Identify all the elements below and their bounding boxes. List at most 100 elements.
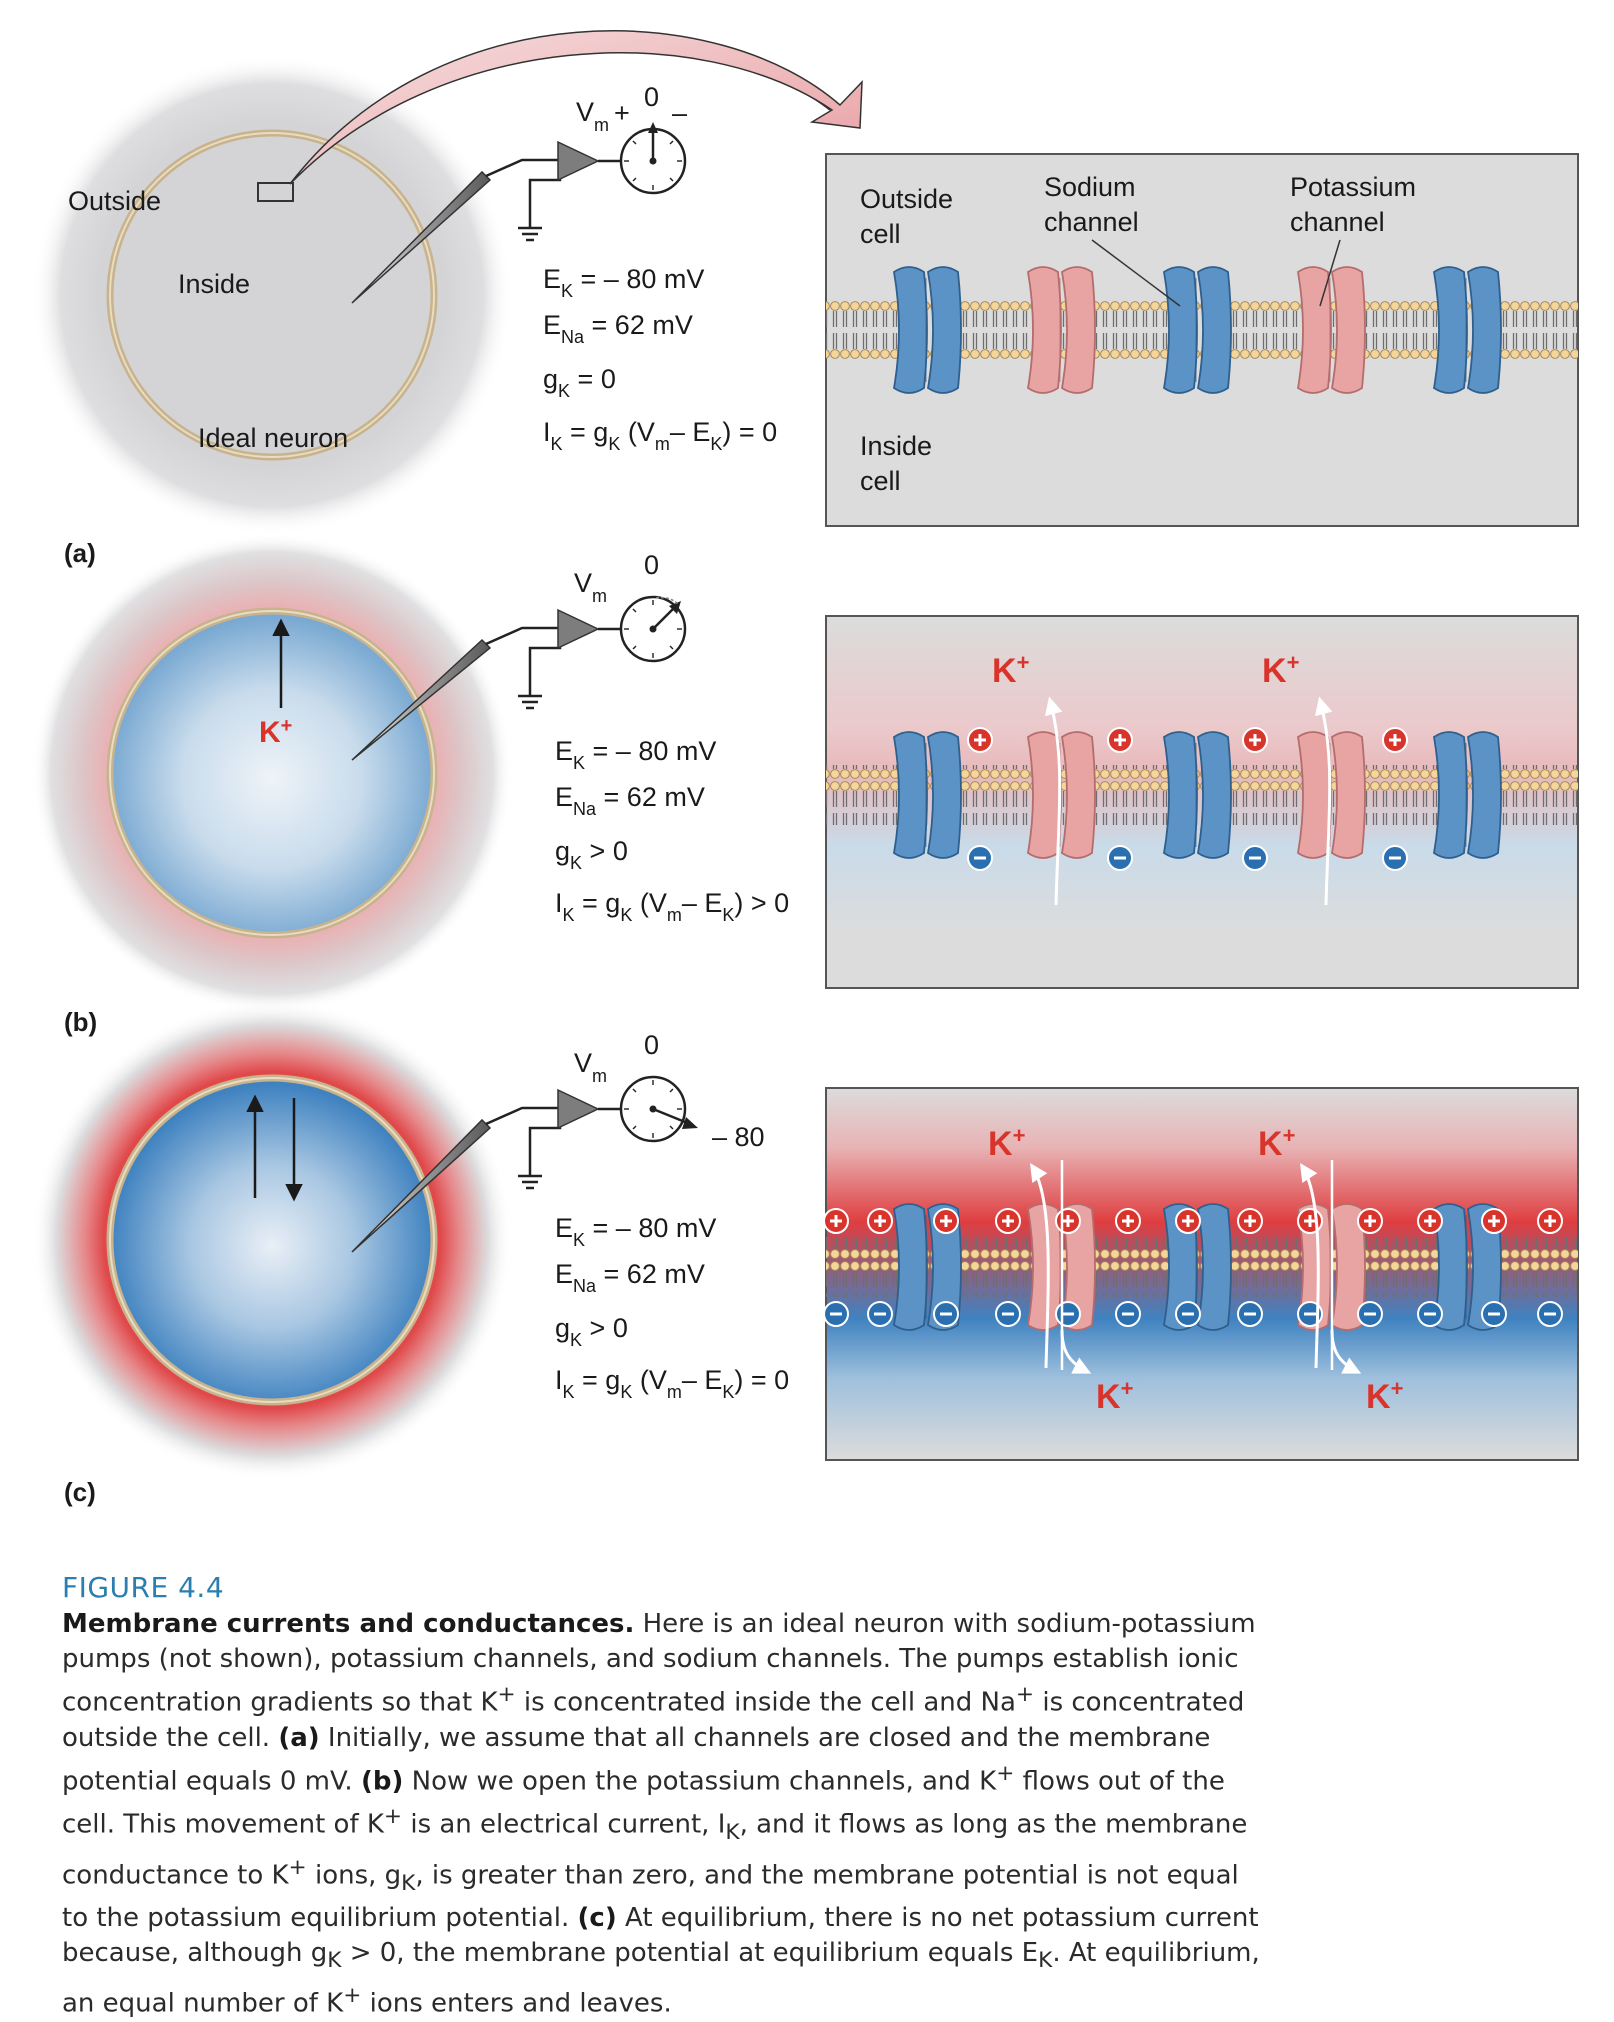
cell-interior <box>110 611 434 935</box>
zoom-arrow <box>289 30 863 185</box>
caption-a-label: (a) <box>278 1722 320 1753</box>
positive-charge <box>1107 727 1133 753</box>
membrane-box-c: K+K+K+K+ <box>823 1087 1579 1461</box>
eq-ek: EK = – 80 mV <box>543 264 704 301</box>
potassium-channel <box>1297 731 1366 859</box>
eq-gk: gK = 0 <box>543 364 616 401</box>
caption-body: Membrane currents and conductances. Here… <box>62 1609 1260 2019</box>
eq-ik: IK = gK (Vm– EK) = 0 <box>543 417 777 454</box>
sodium-channel-label-line2: channel <box>1044 207 1139 237</box>
amplifier <box>557 1088 600 1130</box>
positive-charge <box>1175 1208 1201 1234</box>
figure-caption: FIGURE 4.4 Membrane currents and conduct… <box>62 1570 1262 2022</box>
potassium-channel-label-line2: channel <box>1290 207 1385 237</box>
sodium-channel <box>893 266 962 394</box>
positive-charge <box>1115 1208 1141 1234</box>
eq-gk: gK > 0 <box>555 1313 628 1350</box>
sodium-channel-pointer <box>1091 239 1181 307</box>
positive-charge <box>995 1208 1021 1234</box>
extracellular-halo <box>32 55 512 535</box>
eq-ik: IK = gK (Vm– EK) = 0 <box>555 1365 789 1402</box>
sodium-channel <box>893 1203 962 1331</box>
sodium-channel <box>1163 266 1232 394</box>
vm-label: Vm <box>576 97 609 135</box>
positive-charge <box>823 1208 849 1234</box>
meter-zero-label: 0 <box>644 1030 659 1060</box>
negative-charge <box>933 1301 959 1327</box>
equations-a: EK = – 80 mV ENa = 62 mV gK = 0 IK = gK … <box>543 264 777 454</box>
positive-charge <box>1417 1208 1443 1234</box>
ideal-neuron-label: Ideal neuron <box>198 423 348 453</box>
meter-zero-label: 0 <box>644 550 659 580</box>
meter-needle <box>652 1107 691 1126</box>
sodium-channel <box>1163 731 1232 859</box>
positive-charge <box>1382 727 1408 753</box>
k-efflux-arrow <box>1045 696 1063 906</box>
amplifier <box>557 140 600 182</box>
inside-cell-line1: Inside <box>860 431 932 461</box>
negative-charge <box>1537 1301 1563 1327</box>
equations-c: EK = – 80 mV ENa = 62 mV gK > 0 IK = gK … <box>555 1213 789 1402</box>
recording-electrode: 0 + – Vm <box>351 82 687 304</box>
inside-label: Inside <box>178 269 250 299</box>
outside-cell-line2: cell <box>860 219 901 249</box>
outside-label: Outside <box>68 186 161 216</box>
figure-illustration: Outside Inside Ideal neuron <box>32 30 1579 1507</box>
panel-letter-b: (b) <box>64 1007 97 1037</box>
negative-charge <box>1417 1301 1443 1327</box>
panel-a: Outside Inside Ideal neuron <box>32 30 1579 568</box>
potassium-channel <box>1027 266 1096 394</box>
caption-title: Membrane currents and conductances. <box>62 1609 635 1639</box>
recording-electrode: 0 – 80 Vm <box>351 1030 765 1253</box>
meter-zero-label: 0 <box>644 82 659 112</box>
positive-charge <box>933 1208 959 1234</box>
panel-letter-a: (a) <box>64 538 96 568</box>
eq-ena: ENa = 62 mV <box>555 782 705 819</box>
k-efflux-arrow <box>1315 696 1333 906</box>
meter-needle <box>652 607 675 630</box>
eq-ena: ENa = 62 mV <box>555 1259 705 1296</box>
sodium-channel <box>1433 266 1502 394</box>
negative-charge <box>867 1301 893 1327</box>
negative-charge <box>1175 1301 1201 1327</box>
sodium-channel <box>893 731 962 859</box>
negative-charge <box>823 1301 849 1327</box>
membrane-box-a: Outside cell Inside cell Sodium channel … <box>825 153 1579 527</box>
potassium-channel <box>1297 1203 1366 1331</box>
positive-charge <box>967 727 993 753</box>
meter-value-label: – 80 <box>712 1122 765 1152</box>
k-influx-arrow <box>1330 1329 1362 1374</box>
potassium-channel <box>1027 1203 1096 1331</box>
amplifier <box>557 608 600 650</box>
inside-cell-line2: cell <box>860 466 901 496</box>
sodium-channel-label-line1: Sodium <box>1044 172 1136 202</box>
vm-label: Vm <box>574 1048 607 1086</box>
eq-ek: EK = – 80 mV <box>555 1213 716 1250</box>
meter-minus-label: – <box>672 98 687 128</box>
positive-charge <box>1357 1208 1383 1234</box>
caption-b-label: (b) <box>360 1766 404 1797</box>
equations-b: EK = – 80 mV ENa = 62 mV gK > 0 IK = gK … <box>555 736 789 925</box>
eq-gk: gK > 0 <box>555 836 628 873</box>
positive-charge <box>867 1208 893 1234</box>
negative-charge <box>1055 1301 1081 1327</box>
meter-plus-label: + <box>614 98 630 128</box>
k-efflux-arrow <box>1030 1162 1050 1369</box>
positive-charge <box>1242 727 1268 753</box>
eq-ena: ENa = 62 mV <box>543 310 693 347</box>
panel-c: 0 – 80 Vm EK = – 80 mV ENa = 62 mV gK > … <box>32 1000 1579 1507</box>
panel-b: K+ 0 Vm EK = – 80 mV <box>32 533 1579 1037</box>
negative-charge <box>1481 1301 1507 1327</box>
caption-c-label: (c) <box>577 1903 617 1933</box>
membrane-box-b: K+ K+ <box>825 615 1579 989</box>
k-influx-arrow <box>1060 1329 1092 1374</box>
vm-label: Vm <box>574 568 607 606</box>
sodium-channel <box>1433 731 1502 859</box>
eq-ek: EK = – 80 mV <box>555 736 716 773</box>
k-efflux-arrow <box>1300 1162 1320 1369</box>
positive-charge <box>1237 1208 1263 1234</box>
negative-charge <box>1382 845 1408 871</box>
outside-cell-line1: Outside <box>860 184 953 214</box>
positive-charge <box>1055 1208 1081 1234</box>
eq-ik: IK = gK (Vm– EK) > 0 <box>555 888 789 925</box>
